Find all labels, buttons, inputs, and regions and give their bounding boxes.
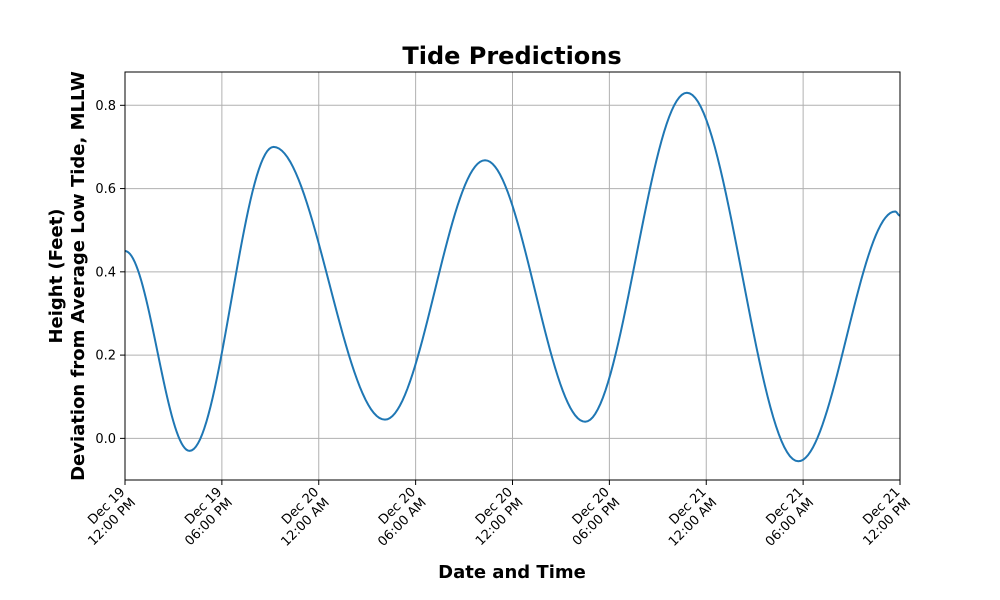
x-axis-label: Date and Time (438, 562, 586, 583)
y-tick-label: 0.6 (95, 182, 116, 197)
series-layer (124, 91, 901, 463)
chart-title: Tide Predictions (402, 42, 621, 70)
grid (124, 72, 901, 480)
y-tick-label: 0.2 (95, 349, 116, 364)
y-axis-label-line1: Height (Feet) (46, 208, 67, 343)
y-tick-label: 0.4 (95, 265, 116, 280)
tide-height-line (124, 91, 901, 463)
y-tick-label: 0.8 (95, 99, 116, 114)
y-axis-label-line2: Deviation from Average Low Tide, MLLW (68, 71, 89, 481)
y-tick-label: 0.0 (95, 432, 116, 447)
